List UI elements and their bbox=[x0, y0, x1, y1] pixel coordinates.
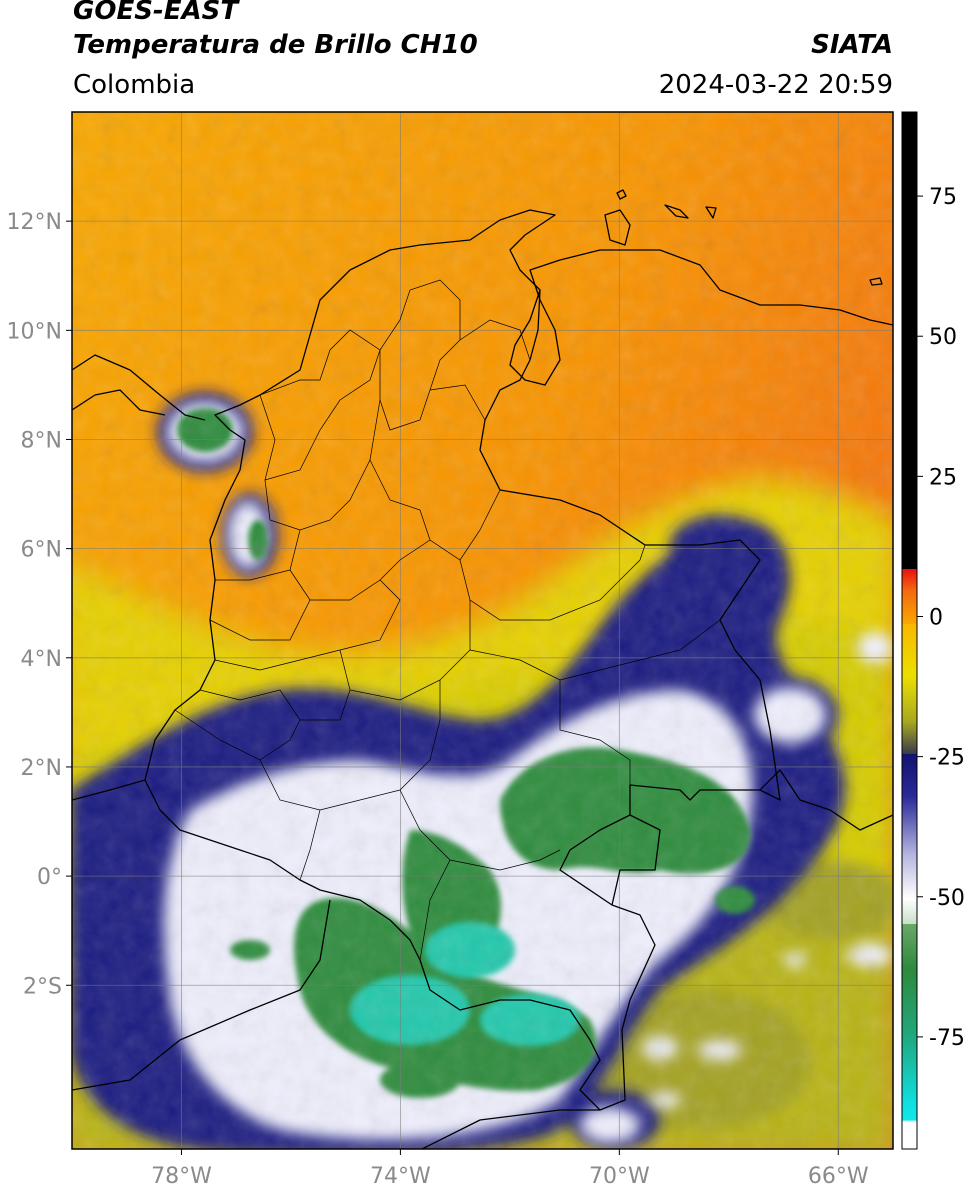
colorbar-coldest bbox=[902, 924, 917, 1149]
lat-tick-label: 2°N bbox=[21, 756, 62, 781]
colorbar-tick-label: 75 bbox=[929, 185, 957, 210]
lat-tick-label: 8°N bbox=[21, 428, 62, 453]
venezuela-coast bbox=[509, 249, 893, 386]
colorbar-tick-label: -50 bbox=[929, 886, 965, 911]
lon-tick-label: 70°W bbox=[589, 1164, 650, 1189]
colorbar-tick-label: 25 bbox=[929, 465, 957, 490]
colorbar-tick-label: -25 bbox=[929, 746, 965, 771]
lat-tick-label: 0° bbox=[37, 865, 62, 890]
lat-tick-label: 4°N bbox=[21, 647, 62, 672]
region-label: Colombia bbox=[73, 70, 196, 100]
colorbar-ticks: 75 50 25 0 -25 -50 -75 bbox=[917, 185, 965, 1051]
satellite-field bbox=[72, 112, 893, 1149]
colorbar: 75 50 25 0 -25 -50 -75 bbox=[901, 111, 965, 1150]
colorbar-frame bbox=[901, 111, 918, 1150]
colorbar-tick-label: -75 bbox=[929, 1026, 965, 1051]
colorbar-warm bbox=[902, 569, 917, 624]
satellite-title: GOES-EAST bbox=[73, 0, 239, 26]
colorbar-black bbox=[902, 112, 917, 569]
colorbar-tick-label: 50 bbox=[929, 325, 957, 350]
panama-south-coast bbox=[72, 389, 166, 416]
latitude-axis: 12°N 10°N 8°N 6°N 4°N 2°N 0° 2°S bbox=[7, 210, 72, 999]
map-frame bbox=[71, 111, 894, 1150]
datetime-label: 2024-03-22 20:59 bbox=[658, 70, 893, 100]
bonaire-island bbox=[705, 206, 717, 219]
lon-tick-label: 78°W bbox=[151, 1164, 212, 1189]
lon-tick-label: 74°W bbox=[370, 1164, 431, 1189]
lat-tick-label: 12°N bbox=[7, 210, 62, 235]
venezuela-brazil-border bbox=[759, 769, 893, 831]
colorbar-cold bbox=[902, 754, 917, 924]
aruba-island bbox=[616, 189, 627, 200]
curacao-island bbox=[664, 204, 689, 219]
agency-label: SIATA bbox=[811, 30, 893, 60]
texture-grain bbox=[72, 112, 893, 1149]
colorbar-mid bbox=[902, 624, 917, 754]
margarita-island bbox=[869, 277, 883, 286]
graticule bbox=[72, 112, 893, 1149]
paraguana-peninsula bbox=[604, 209, 631, 246]
product-title: Temperatura de Brillo CH10 bbox=[73, 30, 478, 60]
colombia-border bbox=[144, 209, 781, 1111]
peru-brazil-border bbox=[420, 1109, 600, 1149]
lat-tick-label: 10°N bbox=[7, 319, 62, 344]
lat-tick-label: 6°N bbox=[21, 538, 62, 563]
lat-tick-label: 2°S bbox=[23, 974, 62, 999]
lon-tick-label: 66°W bbox=[808, 1164, 869, 1189]
department-borders bbox=[174, 279, 721, 961]
colorbar-tick-label: 0 bbox=[929, 605, 943, 630]
brazil-border bbox=[559, 814, 631, 906]
ecuador-peru-border bbox=[72, 779, 146, 801]
peru-border bbox=[72, 899, 331, 1091]
longitude-axis: 78°W 74°W 70°W 66°W bbox=[151, 1149, 869, 1189]
panama-coast bbox=[72, 354, 206, 421]
political-borders bbox=[72, 189, 893, 1149]
